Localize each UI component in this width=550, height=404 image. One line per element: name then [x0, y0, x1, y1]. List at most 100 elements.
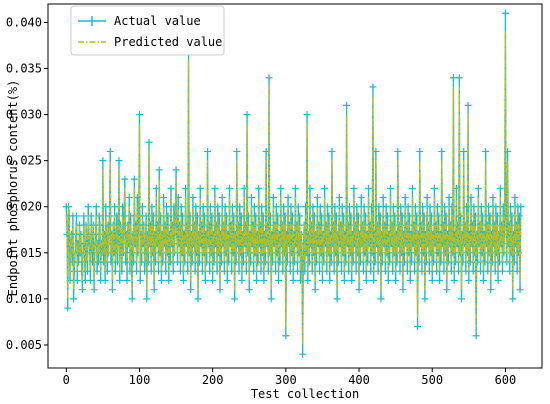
- data-point-actual: [275, 276, 283, 284]
- data-point-actual: [260, 276, 268, 284]
- data-point-actual: [108, 286, 116, 294]
- data-point-actual: [288, 212, 296, 220]
- data-point-actual: [106, 147, 114, 155]
- data-point-actual: [101, 276, 109, 284]
- data-point-actual: [328, 147, 336, 155]
- x-tick-label: 100: [129, 373, 151, 387]
- data-point-actual: [284, 194, 292, 202]
- data-point-actual: [389, 203, 397, 211]
- data-point-actual: [399, 286, 407, 294]
- data-point-actual: [320, 258, 328, 266]
- data-point-actual: [291, 184, 299, 192]
- data-point-actual: [196, 184, 204, 192]
- data-point-actual: [408, 258, 416, 266]
- data-point-actual: [111, 203, 119, 211]
- data-point-actual: [428, 276, 436, 284]
- x-tick-label: 200: [202, 373, 224, 387]
- data-point-actual: [433, 203, 441, 211]
- data-point-actual: [370, 276, 378, 284]
- data-point-actual: [238, 276, 246, 284]
- data-point-actual: [130, 175, 138, 183]
- data-point-actual: [155, 267, 163, 275]
- data-point-actual: [84, 203, 92, 211]
- data-point-actual: [354, 212, 362, 220]
- data-point-actual: [264, 267, 272, 275]
- data-point-actual: [332, 212, 340, 220]
- data-point-actual: [201, 212, 209, 220]
- data-point-actual: [267, 295, 275, 303]
- data-point-actual: [218, 194, 226, 202]
- data-point-actual: [217, 258, 225, 266]
- data-point-actual: [423, 194, 431, 202]
- data-point-actual: [121, 175, 129, 183]
- data-point-actual: [276, 258, 284, 266]
- data-point-actual: [152, 184, 160, 192]
- data-point-actual: [331, 203, 339, 211]
- data-point-actual: [220, 267, 228, 275]
- data-point-actual: [174, 258, 182, 266]
- data-point-actual: [348, 276, 356, 284]
- data-point-actual: [438, 147, 446, 155]
- data-point-actual: [107, 258, 115, 266]
- data-point-actual: [404, 203, 412, 211]
- legend: Actual value Predicted value: [70, 5, 225, 56]
- data-point-actual: [145, 138, 153, 146]
- data-point-actual: [128, 295, 136, 303]
- data-point-actual: [311, 286, 319, 294]
- data-point-actual: [157, 276, 165, 284]
- data-point-actual: [123, 276, 131, 284]
- data-point-actual: [296, 212, 304, 220]
- data-point-actual: [365, 184, 373, 192]
- y-axis-label: Endpoint phosphorus content(%): [6, 80, 20, 297]
- data-point-actual: [259, 212, 267, 220]
- data-point-actual: [269, 194, 277, 202]
- data-point-actual: [122, 258, 130, 266]
- data-point-actual: [226, 184, 233, 192]
- data-point-actual: [299, 350, 307, 358]
- data-point-actual: [382, 203, 390, 211]
- data-point-actual: [252, 212, 260, 220]
- data-point-actual: [138, 203, 146, 211]
- data-point-actual: [355, 286, 363, 294]
- data-point-actual: [127, 212, 135, 220]
- data-point-actual: [95, 212, 103, 220]
- data-point-actual: [116, 276, 124, 284]
- data-point-actual: [242, 267, 250, 275]
- data-point-actual: [80, 212, 88, 220]
- data-point-actual: [403, 267, 411, 275]
- data-point-actual: [193, 212, 201, 220]
- data-point-actual: [169, 267, 177, 275]
- data-point-actual: [179, 276, 187, 284]
- data-point-actual: [194, 295, 202, 303]
- plot-area: [62, 9, 525, 358]
- data-point-actual: [75, 258, 83, 266]
- data-point-actual: [143, 295, 151, 303]
- data-point-actual: [333, 295, 341, 303]
- data-point-actual: [279, 267, 287, 275]
- data-point-actual: [233, 147, 241, 155]
- data-point-actual: [155, 166, 163, 174]
- data-point-actual: [240, 184, 248, 192]
- data-point-actual: [125, 194, 133, 202]
- data-point-actual: [150, 286, 158, 294]
- data-point-actual: [387, 184, 395, 192]
- data-point-actual: [313, 194, 321, 202]
- data-point-actual: [135, 111, 143, 119]
- data-point-actual: [282, 332, 290, 340]
- data-point-actual: [160, 194, 168, 202]
- data-point-actual: [230, 212, 238, 220]
- data-point-actual: [289, 276, 297, 284]
- data-point-actual: [421, 295, 429, 303]
- data-point-actual: [204, 147, 212, 155]
- data-point-actual: [70, 295, 78, 303]
- data-point-actual: [236, 203, 244, 211]
- data-point-actual: [172, 166, 180, 174]
- data-point-actual: [392, 276, 400, 284]
- data-point-actual: [316, 203, 324, 211]
- x-tick-label: 400: [348, 373, 370, 387]
- data-point-actual: [346, 203, 354, 211]
- data-point-actual: [262, 147, 270, 155]
- data-point-actual: [73, 212, 81, 220]
- data-point-actual: [377, 295, 385, 303]
